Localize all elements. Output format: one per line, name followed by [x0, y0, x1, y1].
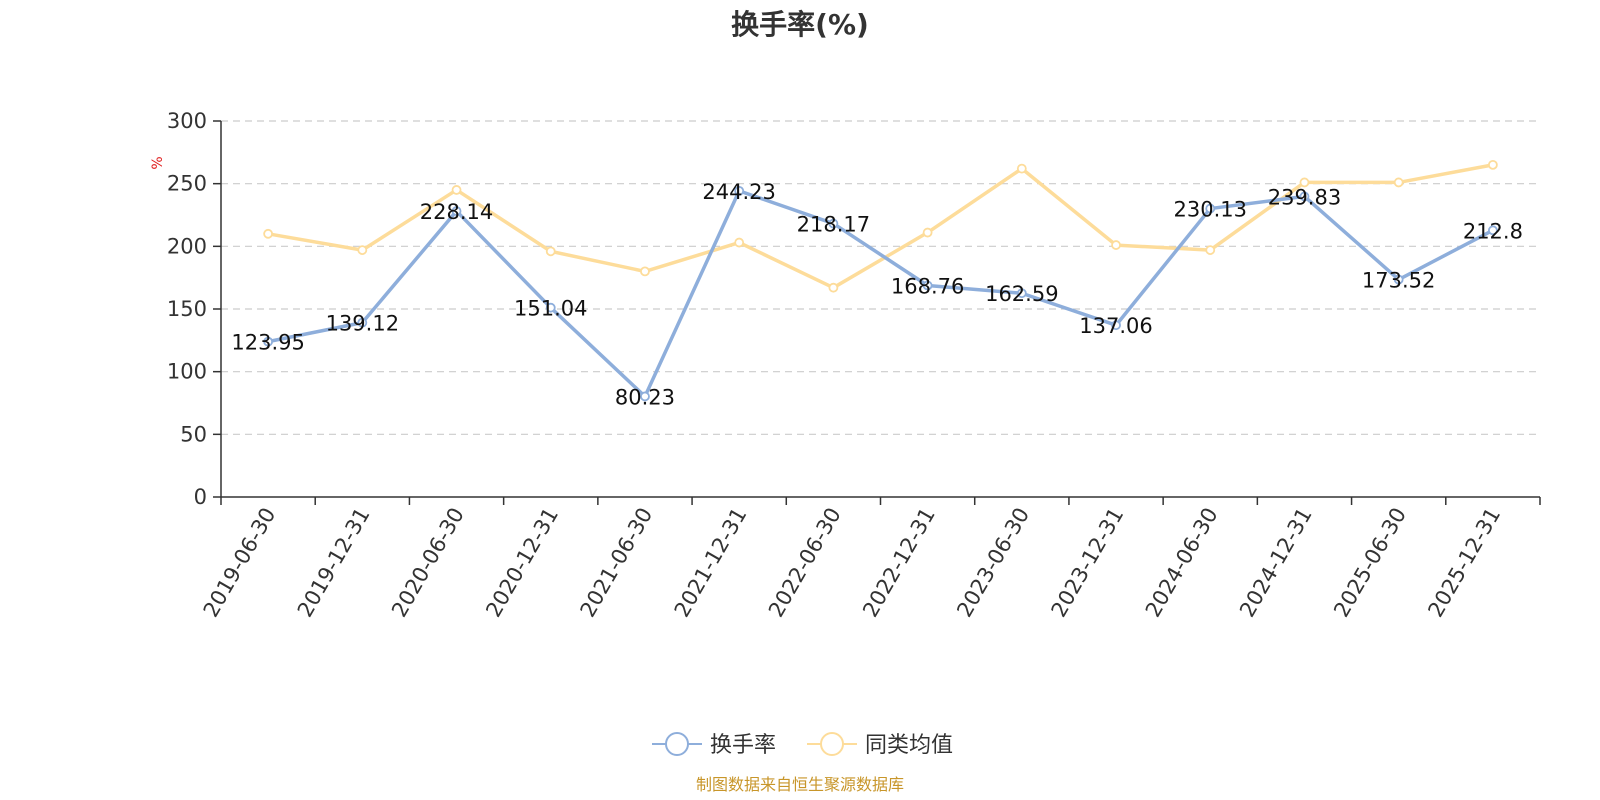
- data-point: [1016, 163, 1027, 174]
- data-point: [828, 218, 839, 229]
- data-point: [545, 246, 556, 257]
- data-point: [1016, 288, 1027, 299]
- data-label: 162.59: [985, 282, 1058, 306]
- y-tick-label: 150: [167, 297, 207, 321]
- chart-title: 换手率(%): [731, 8, 869, 41]
- data-label: 137.06: [1079, 314, 1152, 338]
- legend-marker-circle: [665, 732, 689, 756]
- y-axis-ticks: 0 50 100 150 200 250 300: [167, 109, 221, 509]
- data-label: 173.52: [1362, 269, 1435, 293]
- data-source-note: 制图数据来自恒生聚源数据库: [696, 775, 904, 794]
- data-label: 151.04: [514, 297, 587, 321]
- series-lines: [267, 163, 1494, 399]
- data-point: [1393, 274, 1404, 285]
- y-tick-label: 0: [194, 485, 207, 509]
- data-point: [451, 185, 462, 195]
- x-tick-label: 2024-06-30: [1141, 504, 1223, 622]
- x-tick-label: 2022-06-30: [764, 504, 846, 622]
- legend-item-0[interactable]: 换手率: [652, 732, 776, 758]
- x-tick-label: 2023-12-31: [1047, 504, 1129, 622]
- y-axis-unit-label: %: [150, 156, 166, 169]
- series-points: [263, 159, 1498, 402]
- grid-lines: [221, 120, 1540, 435]
- x-tick-label: 2025-12-31: [1423, 504, 1505, 622]
- y-tick-label: 50: [180, 422, 207, 446]
- x-axis-ticks: 2019-06-30 2019-12-31 2020-06-30 2020-12-31…: [199, 497, 1541, 622]
- data-point: [1393, 177, 1404, 188]
- data-point: [734, 185, 745, 196]
- x-tick-label: 2021-06-30: [575, 504, 657, 622]
- legend-marker-circle: [820, 732, 844, 756]
- series-line-0: [267, 189, 1494, 399]
- data-label: 239.83: [1268, 185, 1341, 209]
- data-label: 123.95: [231, 331, 304, 355]
- data-label: 80.23: [615, 385, 675, 409]
- x-tick-label: 2022-12-31: [858, 504, 940, 622]
- data-point: [357, 245, 368, 255]
- data-label: 168.76: [891, 274, 964, 298]
- x-tick-label: 2019-12-31: [293, 504, 375, 622]
- legend-label: 同类均值: [865, 733, 953, 758]
- data-point: [1299, 191, 1310, 202]
- data-point: [922, 280, 933, 291]
- data-point: [828, 282, 839, 293]
- x-tick-label: 2019-06-30: [199, 504, 281, 622]
- data-label: 244.23: [702, 180, 775, 204]
- data-point: [1487, 159, 1498, 170]
- data-point: [1205, 245, 1216, 255]
- data-point: [357, 317, 368, 328]
- legend-label: 换手率: [710, 733, 776, 758]
- data-point: [922, 227, 933, 238]
- x-tick-label: 2025-06-30: [1329, 504, 1411, 622]
- data-point: [263, 336, 274, 347]
- legend[interactable]: 换手率 同类均值: [652, 732, 953, 758]
- y-tick-label: 200: [167, 234, 207, 258]
- data-point: [1205, 203, 1216, 214]
- legend-item-1[interactable]: 同类均值: [807, 732, 953, 758]
- data-point: [1111, 240, 1121, 250]
- x-tick-label: 2021-12-31: [670, 504, 752, 622]
- data-point: [640, 391, 650, 402]
- series-line-1: [267, 163, 1494, 290]
- data-labels: 123.95 139.12 228.14 151.04 80.23 244.23 218.1…: [231, 180, 1523, 410]
- data-point: [640, 266, 650, 277]
- data-point: [451, 206, 462, 216]
- y-tick-label: 100: [167, 360, 207, 384]
- data-label: 139.12: [326, 312, 399, 336]
- y-tick-label: 250: [167, 172, 207, 196]
- data-point: [545, 302, 556, 313]
- x-tick-label: 2024-12-31: [1235, 504, 1317, 622]
- data-label: 228.14: [420, 200, 493, 224]
- x-tick-label: 2020-06-30: [387, 504, 469, 622]
- data-label: 218.17: [797, 213, 870, 237]
- data-point: [1487, 225, 1498, 236]
- data-point: [263, 228, 274, 239]
- y-tick-label: 300: [167, 109, 207, 133]
- data-label: 230.13: [1174, 198, 1247, 222]
- x-tick-label: 2023-06-30: [952, 504, 1034, 622]
- data-point: [734, 237, 745, 248]
- x-tick-label: 2020-12-31: [481, 504, 563, 622]
- data-label: 212.8: [1463, 219, 1523, 243]
- data-point: [1299, 177, 1310, 188]
- data-point: [1111, 320, 1121, 331]
